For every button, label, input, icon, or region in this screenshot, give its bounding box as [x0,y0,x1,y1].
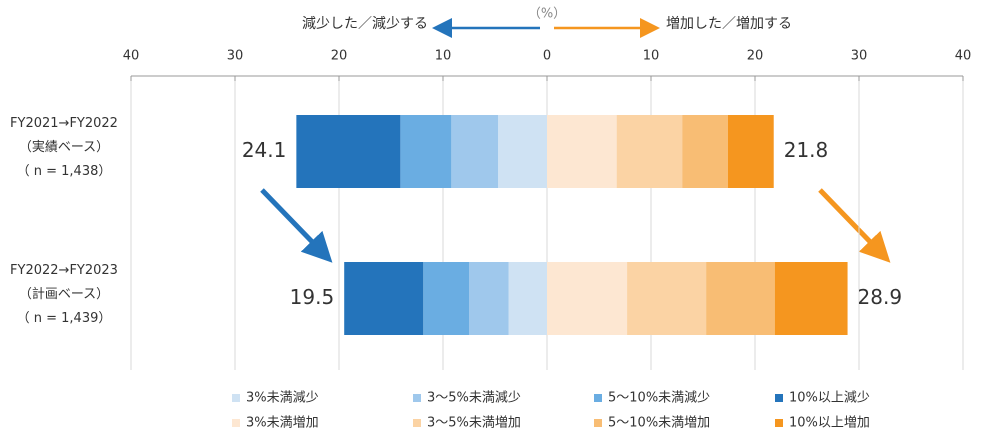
legend-label: 10%以上減少 [789,390,870,406]
legend-label: 3%未満増加 [246,416,319,431]
x-tick-label: 30 [851,49,868,64]
legend-swatch [413,419,421,427]
legend-label: 5〜10%未満減少 [608,390,710,406]
category-label: FY2021→FY2022 [10,116,118,131]
legend-label: 3%未満減少 [246,390,319,406]
legend-swatch [594,419,602,427]
bar-segment [706,262,775,335]
legend-swatch [232,419,240,427]
bar-segment [469,262,509,335]
legend-label: 10%以上増加 [789,416,870,431]
legend-swatch [775,394,783,402]
bar-segment [344,262,424,335]
category-note: （ n = 1,438） [17,164,112,179]
legend-label: 3〜5%未満減少 [427,390,521,406]
x-tick-label: 20 [331,49,348,64]
bar-segment [498,115,547,188]
category-note: （実績ベース） [19,139,109,155]
bar-segment [296,115,401,188]
bar-segment [774,262,848,335]
x-tick-label: 20 [747,49,764,64]
total-label: 24.1 [242,138,287,162]
category-note: （ n = 1,439） [17,311,112,326]
x-tick-label: 0 [543,49,551,64]
total-label: 19.5 [290,285,335,309]
bar-segment [627,262,707,335]
bar-segment [727,115,774,188]
legend-label: 5〜10%未満増加 [608,416,710,431]
trend-arrow [260,188,333,263]
category-label: FY2022→FY2023 [10,263,118,278]
unit: （%） [528,7,566,22]
total-label: 28.9 [858,285,903,309]
legend-swatch [775,419,783,427]
bar-segment [451,115,499,188]
category-note: （計画ベース） [19,286,109,302]
bar-segment [508,262,547,335]
x-tick-label: 10 [643,49,660,64]
x-tick-label: 10 [435,49,452,64]
legend-label: 3〜5%未満増加 [427,416,521,431]
trend-arrow [818,188,891,263]
legend-swatch [594,394,602,402]
x-tick-label: 40 [955,49,972,64]
bar-segment [547,115,617,188]
x-tick-label: 30 [227,49,244,64]
bar-segment [423,262,469,335]
bar-segment [400,115,452,188]
header-left: 減少した／減少する [302,15,428,32]
x-tick-label: 40 [123,49,140,64]
legend-swatch [413,394,421,402]
total-label: 21.8 [784,138,829,162]
header-right: 増加した／増加する [666,16,792,32]
legend-swatch [232,394,240,402]
bar-segment [616,115,683,188]
bar-segment [547,262,628,335]
bar-segment [682,115,728,188]
